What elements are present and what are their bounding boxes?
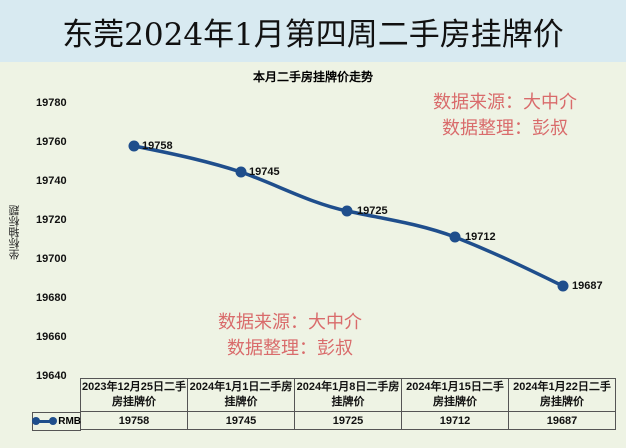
table-value: 19687 bbox=[508, 411, 616, 430]
y-tick: 19660 bbox=[36, 331, 67, 343]
watermark-bottom: 数据来源：大中介 数据整理：彭叔 bbox=[190, 310, 390, 362]
y-tick: 19680 bbox=[36, 292, 67, 304]
data-label: 19687 bbox=[572, 280, 603, 292]
data-table-value-row: 19758 19745 19725 19712 19687 bbox=[80, 411, 616, 430]
y-tick: 19760 bbox=[36, 136, 67, 148]
data-table-header-row: 2023年12月25日二手房挂牌价 2024年1月1日二手房挂牌价 2024年1… bbox=[80, 378, 616, 412]
y-tick: 19700 bbox=[36, 253, 67, 265]
data-label: 19725 bbox=[357, 205, 388, 217]
table-value: 19758 bbox=[80, 411, 188, 430]
data-table: 2023年12月25日二手房挂牌价 2024年1月1日二手房挂牌价 2024年1… bbox=[80, 378, 616, 430]
watermark-source: 数据来源：大中介 bbox=[218, 312, 362, 333]
category-label: 2024年1月1日二手房挂牌价 bbox=[187, 378, 295, 412]
watermark-author: 数据整理：彭叔 bbox=[227, 338, 353, 359]
data-label: 19712 bbox=[465, 231, 496, 243]
category-label: 2024年1月15日二手房挂牌价 bbox=[401, 378, 509, 412]
watermark-top: 数据来源：大中介 数据整理：彭叔 bbox=[400, 90, 610, 142]
data-point-marker bbox=[557, 280, 569, 292]
chart-title: 本月二手房挂牌价走势 bbox=[252, 70, 373, 84]
legend-key: RMB bbox=[31, 412, 81, 431]
page-title: 东莞2024年1月第四周二手房挂牌价 bbox=[62, 16, 564, 53]
title-banner: 东莞2024年1月第四周二手房挂牌价 bbox=[0, 0, 626, 62]
data-label: 19758 bbox=[142, 140, 173, 152]
watermark-author: 数据整理：彭叔 bbox=[442, 118, 568, 139]
category-label: 2023年12月25日二手房挂牌价 bbox=[80, 378, 188, 412]
watermark-source: 数据来源：大中介 bbox=[433, 92, 577, 113]
legend-line-marker-icon bbox=[31, 417, 58, 425]
table-value: 19725 bbox=[294, 411, 402, 430]
legend-label: RMB bbox=[58, 416, 81, 427]
y-tick: 19780 bbox=[36, 97, 67, 109]
data-label: 19745 bbox=[249, 166, 280, 178]
data-point-marker bbox=[128, 140, 140, 152]
category-label: 2024年1月8日二手房挂牌价 bbox=[294, 378, 402, 412]
category-label: 2024年1月22日二手房挂牌价 bbox=[508, 378, 616, 412]
table-value: 19712 bbox=[401, 411, 509, 430]
data-point-marker bbox=[449, 231, 461, 243]
y-tick: 19720 bbox=[36, 214, 67, 226]
table-value: 19745 bbox=[187, 411, 295, 430]
data-point-marker bbox=[235, 166, 247, 178]
y-tick: 19640 bbox=[36, 370, 67, 382]
y-tick: 19740 bbox=[36, 175, 67, 187]
data-point-marker bbox=[341, 205, 353, 217]
